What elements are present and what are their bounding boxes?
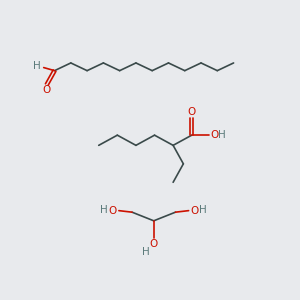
Text: O: O [188, 107, 196, 117]
Text: O: O [150, 239, 158, 249]
Text: H: H [142, 247, 150, 256]
Text: O: O [42, 85, 50, 95]
Text: H: H [218, 130, 226, 140]
Text: O: O [109, 206, 117, 216]
Text: H: H [100, 205, 108, 215]
Text: H: H [200, 205, 207, 215]
Text: O: O [191, 206, 199, 216]
Text: H: H [33, 61, 40, 71]
Text: O: O [210, 130, 218, 140]
